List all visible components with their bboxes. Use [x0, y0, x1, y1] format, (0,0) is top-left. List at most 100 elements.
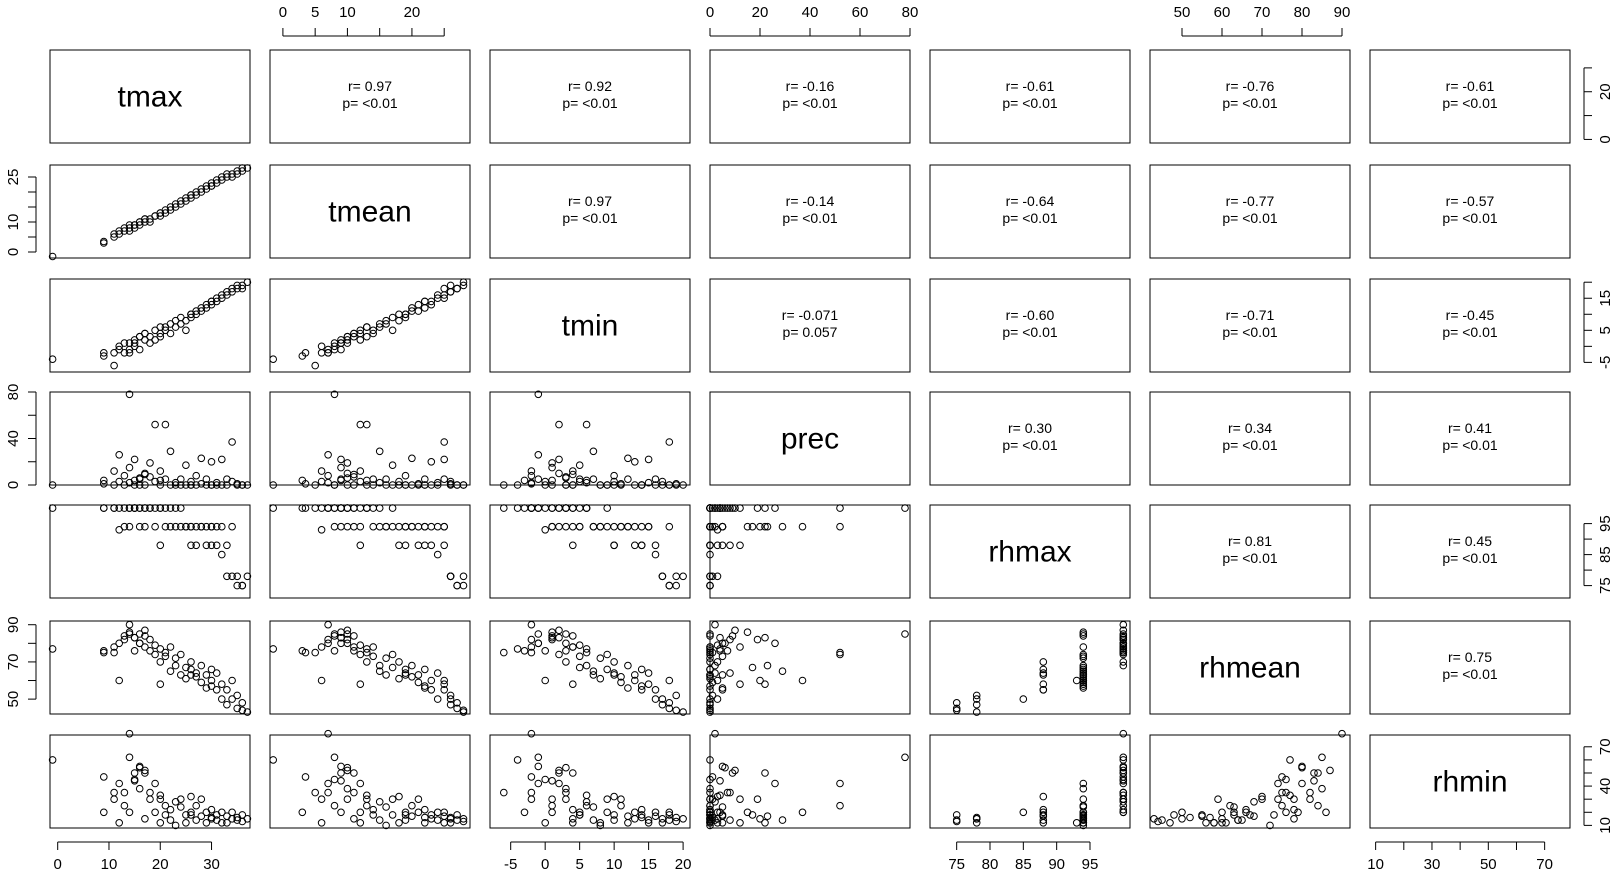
point-tmin-prec-0: [513, 481, 522, 489]
point-prec-rhmin-15: [706, 784, 714, 793]
point-tmean-prec-30: [382, 475, 390, 484]
point-tmax-rhmax-19: [146, 504, 154, 512]
point-tmean-prec-46: [433, 481, 442, 489]
point-tmax-rhmax-30: [177, 522, 185, 531]
point-tmax-rhmax-55: [238, 581, 247, 590]
tick-label-tmin-bottom-20: 20: [675, 856, 692, 870]
point-tmax-rhmin-1: [100, 773, 108, 781]
point-tmean-rhmin-26: [369, 805, 378, 814]
point-prec-rhmax-1: [708, 504, 717, 512]
point-tmin-rhmin-7: [527, 788, 536, 797]
point-rhmax-rhmin-46: [1019, 808, 1028, 817]
point-rhmax-rhmean-61: [1079, 671, 1088, 679]
point-tmin-rhmean-25: [575, 652, 584, 661]
point-rhmax-rhmin-26: [1119, 805, 1128, 814]
point-prec-rhmin-6: [771, 779, 779, 788]
point-prec-rhmin-13: [761, 769, 769, 777]
point-prec-rhmean-13: [761, 633, 769, 642]
point-rhmean-rhmin-10: [1318, 753, 1326, 762]
point-tmax-rhmin-22: [156, 819, 165, 827]
tick-label-tmin-right-15: 15: [1597, 290, 1614, 307]
point-tmin-rhmin-11: [548, 808, 556, 817]
corr-p-rhmax-rhmean: p= <0.01: [1222, 550, 1277, 566]
point-tmax-prec-20: [151, 420, 159, 429]
point-rhmean-rhmin-23: [1258, 795, 1266, 804]
point-rhmean-rhmin-47: [1210, 819, 1218, 827]
point-tmean-rhmin-19: [350, 788, 358, 797]
point-prec-rhmax-16: [731, 504, 739, 512]
point-tmax-prec-39: [197, 480, 206, 488]
point-tmax-rhmin-47: [218, 819, 226, 827]
point-tmax-rhmean-18: [146, 635, 154, 644]
point-tmin-rhmin-35: [603, 808, 612, 817]
point-tmax-prec-1: [100, 480, 108, 488]
point-rhmax-rhmin-34: [1039, 792, 1048, 801]
point-tmean-tmin-29: [382, 316, 390, 325]
point-tmax-prec-61: [187, 481, 195, 489]
point-tmean-rhmin-47: [440, 819, 449, 827]
point-tmean-rhmin-57: [343, 763, 352, 772]
tick-label-rhmax-right-85: 85: [1597, 546, 1614, 563]
point-tmean-rhmean-46: [433, 695, 442, 703]
point-prec-rhmean-38: [763, 661, 772, 670]
point-tmin-rhmax-30: [589, 522, 598, 531]
point-tmean-tmin-14: [337, 345, 345, 354]
point-tmax-tmean-55: [238, 164, 247, 172]
diagonal-label-tmax: tmax: [117, 80, 182, 113]
point-tmax-rhmean-12: [130, 647, 139, 655]
point-tmean-prec-22: [356, 467, 365, 475]
point-tmin-prec-62: [637, 481, 646, 489]
point-prec-rhmean-26: [706, 643, 714, 651]
point-tmin-rhmean-54: [665, 699, 674, 707]
point-tmax-rhmax-47: [218, 522, 226, 531]
point-tmin-rhmax-55: [672, 581, 681, 590]
point-tmax-rhmin-8: [120, 801, 129, 810]
point-tmax-tmin-61: [187, 310, 195, 319]
point-tmax-prec-21: [151, 477, 159, 486]
point-prec-rhmax-22: [736, 541, 744, 550]
point-tmean-rhmin-29: [382, 821, 390, 830]
point-rhmax-rhmin-56: [972, 815, 981, 823]
point-tmean-prec-60: [363, 476, 371, 485]
point-rhmax-rhmin-39: [1079, 795, 1088, 804]
point-tmin-prec-12: [541, 481, 550, 489]
point-prec-rhmax-38: [763, 522, 772, 531]
point-tmean-rhmin-30: [382, 803, 390, 811]
point-tmin-rhmin-17: [569, 815, 577, 823]
point-tmax-tmin-62: [207, 297, 216, 306]
point-tmean-rhmax-61: [401, 522, 410, 531]
point-prec-rhmin-20: [836, 779, 844, 788]
point-tmax-rhmax-0: [48, 504, 57, 512]
point-tmax-rhmean-41: [202, 684, 211, 692]
point-rhmax-rhmean-17: [1079, 643, 1088, 651]
point-tmean-prec-43: [427, 458, 436, 466]
point-rhmax-rhmin-58: [1119, 777, 1128, 785]
point-rhmax-rhmean-48: [1039, 686, 1048, 694]
point-tmean-prec-62: [421, 481, 429, 489]
point-tmean-rhmean-4: [317, 643, 326, 651]
point-tmean-tmin-20: [356, 336, 365, 344]
point-tmean-rhmin-18: [343, 795, 352, 804]
point-tmax-rhmin-23: [156, 795, 165, 804]
point-tmean-tmin-55: [459, 281, 468, 290]
point-tmin-rhmin-1: [527, 773, 536, 781]
point-prec-rhmax-28: [711, 504, 719, 512]
point-tmax-prec-62: [207, 481, 216, 489]
point-rhmean-rhmin-31: [1274, 795, 1282, 804]
point-rhmax-rhmean-54: [952, 699, 961, 707]
point-tmax-prec-58: [130, 476, 139, 485]
point-tmin-prec-9: [527, 478, 536, 487]
point-prec-rhmean-36: [726, 669, 734, 677]
point-tmax-rhmean-44: [212, 686, 221, 694]
point-tmean-tmin-57: [343, 332, 352, 341]
point-tmin-rhmean-34: [610, 658, 618, 666]
point-tmin-rhmean-43: [631, 676, 639, 685]
corr-r-rhmax-rhmean: r= 0.81: [1228, 533, 1272, 549]
panel-tmax-tmean: [269, 49, 471, 144]
tick-label-tmin-right--5: -5: [1597, 356, 1614, 369]
tick-label-tmin-bottom-15: 15: [640, 856, 657, 870]
point-tmax-tmin-9: [125, 349, 134, 357]
point-tmax-prec-25: [161, 475, 170, 484]
point-tmax-rhmin-58: [130, 777, 139, 785]
point-tmean-rhmax-62: [421, 522, 429, 531]
